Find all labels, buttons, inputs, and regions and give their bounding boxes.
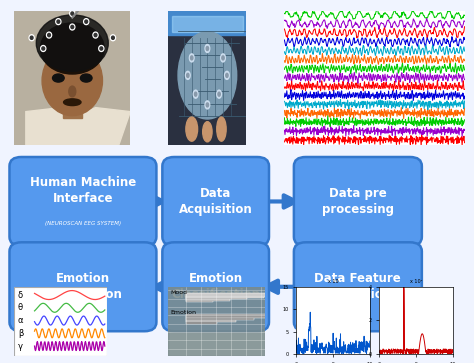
Circle shape [29, 35, 34, 41]
Circle shape [193, 90, 198, 98]
Circle shape [42, 47, 45, 50]
Circle shape [71, 25, 73, 29]
Circle shape [218, 92, 220, 96]
Circle shape [84, 19, 89, 25]
Circle shape [48, 33, 50, 37]
Bar [186, 297, 230, 301]
Bar [186, 294, 264, 298]
Text: Data Feature
Extraction: Data Feature Extraction [314, 272, 401, 301]
Text: Mood: Mood [170, 290, 187, 295]
Ellipse shape [36, 15, 108, 72]
Circle shape [221, 54, 225, 62]
Text: x 10¹: x 10¹ [410, 279, 422, 284]
Text: Emotion
Classification: Emotion Classification [171, 272, 260, 301]
Bar [186, 318, 236, 322]
Circle shape [110, 35, 116, 41]
FancyBboxPatch shape [9, 157, 156, 246]
Ellipse shape [81, 74, 92, 82]
Circle shape [70, 24, 75, 30]
Text: Emotion: Emotion [170, 310, 196, 315]
Circle shape [206, 46, 209, 50]
Circle shape [194, 92, 197, 96]
FancyBboxPatch shape [162, 242, 269, 331]
Circle shape [30, 36, 33, 39]
Bar [186, 293, 281, 297]
Circle shape [222, 56, 224, 60]
Text: Human Machine
Interface: Human Machine Interface [30, 176, 136, 205]
Bar [186, 314, 273, 318]
Bar [186, 316, 254, 320]
Ellipse shape [64, 99, 81, 106]
Circle shape [185, 71, 190, 79]
FancyBboxPatch shape [294, 157, 422, 246]
Circle shape [99, 45, 104, 52]
Circle shape [205, 45, 210, 53]
Bar [186, 320, 217, 324]
Text: δ: δ [18, 290, 23, 299]
Text: (NEUROSCAN EEG SYSTEM): (NEUROSCAN EEG SYSTEM) [45, 221, 121, 226]
Text: Data
Acquisition: Data Acquisition [179, 187, 253, 216]
Ellipse shape [178, 32, 237, 119]
Circle shape [191, 56, 193, 60]
Circle shape [93, 32, 98, 38]
Bar [186, 296, 247, 299]
Ellipse shape [203, 122, 212, 142]
Circle shape [187, 73, 189, 77]
Circle shape [205, 101, 210, 109]
Text: α: α [18, 316, 23, 325]
Ellipse shape [69, 86, 76, 97]
FancyBboxPatch shape [9, 242, 156, 331]
Circle shape [206, 103, 209, 107]
Ellipse shape [186, 117, 198, 141]
Circle shape [217, 90, 221, 98]
Text: Emotion
Recognition: Emotion Recognition [44, 272, 122, 301]
Circle shape [57, 20, 60, 23]
Circle shape [226, 73, 228, 77]
Circle shape [71, 12, 73, 15]
Circle shape [94, 33, 97, 37]
Text: θ: θ [18, 303, 23, 312]
Bar [63, 94, 82, 118]
Bar [172, 16, 243, 32]
Circle shape [41, 45, 46, 52]
Text: Data pre
processing: Data pre processing [322, 187, 394, 216]
FancyBboxPatch shape [294, 242, 422, 331]
Circle shape [85, 20, 88, 23]
Text: γ: γ [18, 342, 23, 351]
Bar [168, 11, 246, 35]
Circle shape [225, 71, 229, 79]
Circle shape [190, 54, 194, 62]
Circle shape [111, 36, 114, 39]
Ellipse shape [217, 117, 226, 141]
Text: x 10: x 10 [328, 279, 338, 284]
Text: β: β [18, 329, 23, 338]
Polygon shape [26, 107, 130, 145]
Ellipse shape [42, 46, 102, 116]
Ellipse shape [53, 74, 64, 82]
Ellipse shape [40, 23, 104, 74]
FancyBboxPatch shape [162, 157, 269, 246]
Circle shape [46, 32, 52, 38]
Bar [186, 298, 213, 302]
Circle shape [100, 47, 103, 50]
Circle shape [56, 19, 61, 25]
Circle shape [70, 11, 75, 17]
